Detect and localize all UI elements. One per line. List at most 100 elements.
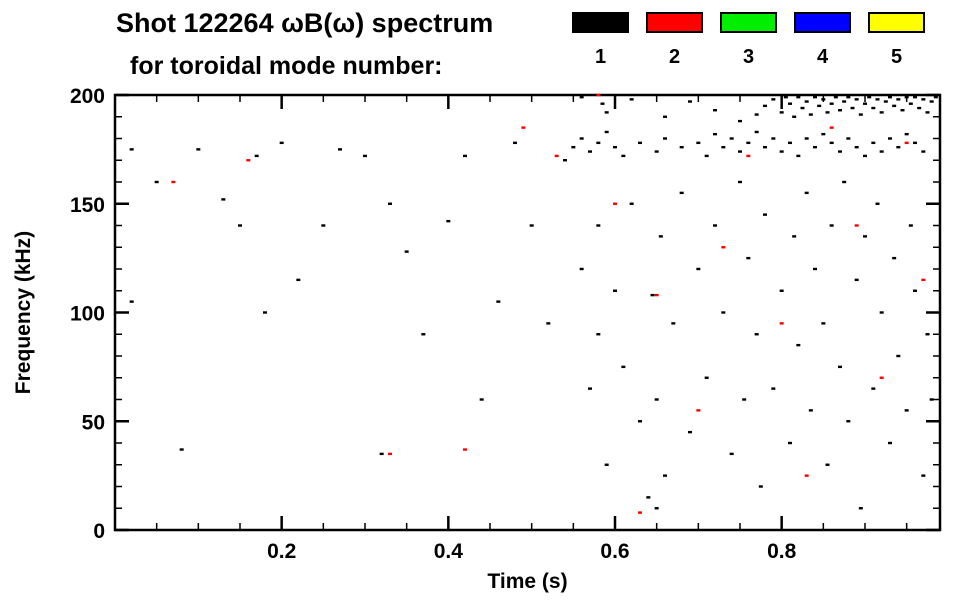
data-point-mode-1 <box>842 180 847 184</box>
data-point-mode-1 <box>846 420 851 423</box>
data-point-mode-1 <box>813 267 817 271</box>
data-point-mode-1 <box>513 141 517 145</box>
data-point-mode-1 <box>933 95 938 99</box>
data-point-mode-1 <box>696 267 701 271</box>
data-point-mode-1 <box>713 224 717 227</box>
data-point-mode-1 <box>817 104 822 108</box>
data-point-mode-1 <box>896 354 901 358</box>
data-point-mode-1 <box>863 102 867 105</box>
data-point-mode-1 <box>808 409 813 412</box>
data-point-mode-1 <box>838 150 842 153</box>
data-point-mode-1 <box>179 448 184 451</box>
data-point-mode-1 <box>196 148 201 151</box>
data-point-mode-1 <box>404 250 409 253</box>
data-point-mode-1 <box>871 387 876 390</box>
data-point-mode-1 <box>867 95 872 99</box>
data-point-mode-1 <box>888 441 892 445</box>
data-point-mode-1 <box>846 137 851 140</box>
legend-swatch-mode-1 <box>572 12 629 33</box>
data-point-mode-1 <box>479 398 484 401</box>
data-point-mode-1 <box>658 235 663 238</box>
data-point-mode-1 <box>742 398 747 401</box>
data-point-mode-1 <box>654 398 659 401</box>
data-point-mode-1 <box>779 150 784 153</box>
data-point-mode-2 <box>613 202 617 205</box>
data-point-mode-2 <box>746 154 751 158</box>
data-point-mode-1 <box>600 102 605 105</box>
data-point-mode-1 <box>888 137 892 140</box>
data-point-mode-1 <box>896 146 901 149</box>
data-point-mode-1 <box>729 452 734 456</box>
data-point-mode-1 <box>779 111 784 114</box>
data-point-mode-1 <box>929 398 934 401</box>
data-point-mode-1 <box>638 420 642 423</box>
x-tick-label: 0.8 <box>767 540 797 563</box>
data-point-mode-1 <box>388 202 392 205</box>
data-point-mode-1 <box>629 98 634 101</box>
data-point-mode-1 <box>846 95 851 99</box>
data-point-mode-1 <box>279 141 284 145</box>
data-point-mode-1 <box>900 109 905 112</box>
data-point-mode-1 <box>296 278 301 282</box>
legend-label-mode-3: 3 <box>742 46 755 68</box>
data-point-mode-1 <box>796 95 801 99</box>
data-point-mode-1 <box>858 507 863 510</box>
data-point-mode-1 <box>746 256 751 260</box>
data-point-mode-1 <box>833 95 838 99</box>
data-point-mode-1 <box>754 333 759 336</box>
data-point-mode-1 <box>908 224 913 227</box>
data-point-mode-1 <box>704 376 709 379</box>
data-point-mode-1 <box>596 333 601 336</box>
data-point-mode-1 <box>738 180 742 184</box>
data-point-mode-1 <box>821 98 826 101</box>
x-tick-label: 0.4 <box>434 540 464 563</box>
data-point-mode-1 <box>621 365 626 369</box>
data-point-mode-1 <box>321 224 326 227</box>
data-point-mode-1 <box>813 146 817 149</box>
data-point-mode-1 <box>904 95 909 99</box>
data-point-mode-2 <box>879 376 884 379</box>
data-point-mode-1 <box>808 113 813 116</box>
data-point-mode-1 <box>679 146 684 149</box>
data-point-mode-1 <box>496 300 501 303</box>
data-point-mode-1 <box>663 115 667 118</box>
data-point-mode-2 <box>596 93 601 97</box>
legend-label-mode-4: 4 <box>816 46 829 68</box>
data-point-mode-1 <box>546 322 551 325</box>
data-point-mode-1 <box>858 113 863 116</box>
data-point-mode-1 <box>779 289 784 292</box>
legend-item-mode-4: 4 <box>794 12 851 69</box>
y-tick-label: 0 <box>93 520 105 543</box>
data-point-mode-1 <box>129 300 134 303</box>
data-point-mode-2 <box>921 278 926 282</box>
data-point-mode-1 <box>421 333 426 336</box>
data-point-mode-2 <box>554 154 559 158</box>
data-point-mode-1 <box>604 130 609 134</box>
data-point-mode-1 <box>338 148 342 151</box>
data-point-mode-1 <box>792 235 797 238</box>
data-point-mode-1 <box>263 311 267 314</box>
chart-subtitle: for toroidal mode number: <box>130 52 443 80</box>
data-point-mode-1 <box>829 102 834 105</box>
data-point-mode-1 <box>771 137 776 140</box>
data-point-mode-1 <box>688 430 692 434</box>
data-point-mode-2 <box>638 511 642 514</box>
data-point-mode-1 <box>875 202 880 205</box>
data-point-mode-1 <box>654 150 659 153</box>
data-point-mode-1 <box>929 100 934 103</box>
data-point-mode-2 <box>779 322 784 325</box>
data-point-mode-1 <box>892 256 897 260</box>
data-point-mode-1 <box>850 106 855 110</box>
data-point-mode-2 <box>829 126 834 129</box>
legend-item-mode-2: 2 <box>646 12 703 69</box>
data-point-mode-1 <box>854 278 859 282</box>
data-point-mode-1 <box>588 150 592 153</box>
data-point-mode-1 <box>879 311 884 314</box>
data-point-mode-1 <box>904 132 909 136</box>
data-point-mode-1 <box>446 219 451 223</box>
y-tick-label: 50 <box>82 411 105 434</box>
data-point-mode-1 <box>854 98 859 101</box>
data-point-mode-1 <box>588 387 592 390</box>
data-point-mode-1 <box>254 154 259 158</box>
